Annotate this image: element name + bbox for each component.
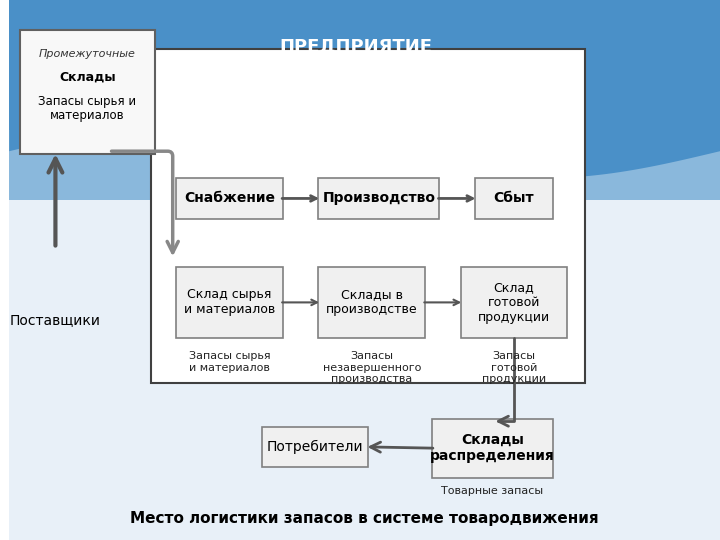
FancyBboxPatch shape [9,200,720,540]
Text: Место логистики запасов в системе товародвижения: Место логистики запасов в системе товаро… [130,511,599,526]
Text: Запасы
незавершенного
производства: Запасы незавершенного производства [323,351,421,384]
Text: Запасы сырья
и материалов: Запасы сырья и материалов [189,351,271,373]
FancyBboxPatch shape [20,30,155,154]
FancyBboxPatch shape [9,0,720,135]
PathPatch shape [9,0,720,178]
FancyBboxPatch shape [474,178,553,219]
FancyBboxPatch shape [176,178,283,219]
FancyBboxPatch shape [9,130,720,205]
Text: Сбыт: Сбыт [494,192,534,205]
Text: Поставщики: Поставщики [10,313,101,327]
Text: Склады: Склады [59,70,116,83]
Text: Запасы
готовой
продукции: Запасы готовой продукции [482,351,546,384]
Text: Запасы сырья и
материалов: Запасы сырья и материалов [38,94,137,123]
Text: Склады
распределения: Склады распределения [430,433,555,463]
Text: Снабжение: Снабжение [184,192,275,205]
FancyBboxPatch shape [461,267,567,338]
FancyBboxPatch shape [318,267,425,338]
Text: Производство: Производство [323,192,436,205]
FancyBboxPatch shape [176,267,283,338]
Text: Товарные запасы: Товарные запасы [441,486,544,496]
Text: Потребители: Потребители [266,440,363,454]
FancyBboxPatch shape [432,418,553,478]
Text: Склад
готовой
продукции: Склад готовой продукции [478,281,550,324]
Text: ПРЕДПРИЯТИЕ: ПРЕДПРИЯТИЕ [279,37,432,55]
Text: Промежуточные: Промежуточные [39,49,136,59]
FancyBboxPatch shape [261,427,368,467]
FancyBboxPatch shape [318,178,439,219]
FancyBboxPatch shape [151,49,585,383]
Text: Склад сырья
и материалов: Склад сырья и материалов [184,288,275,316]
Text: Склады в
производстве: Склады в производстве [326,288,418,316]
